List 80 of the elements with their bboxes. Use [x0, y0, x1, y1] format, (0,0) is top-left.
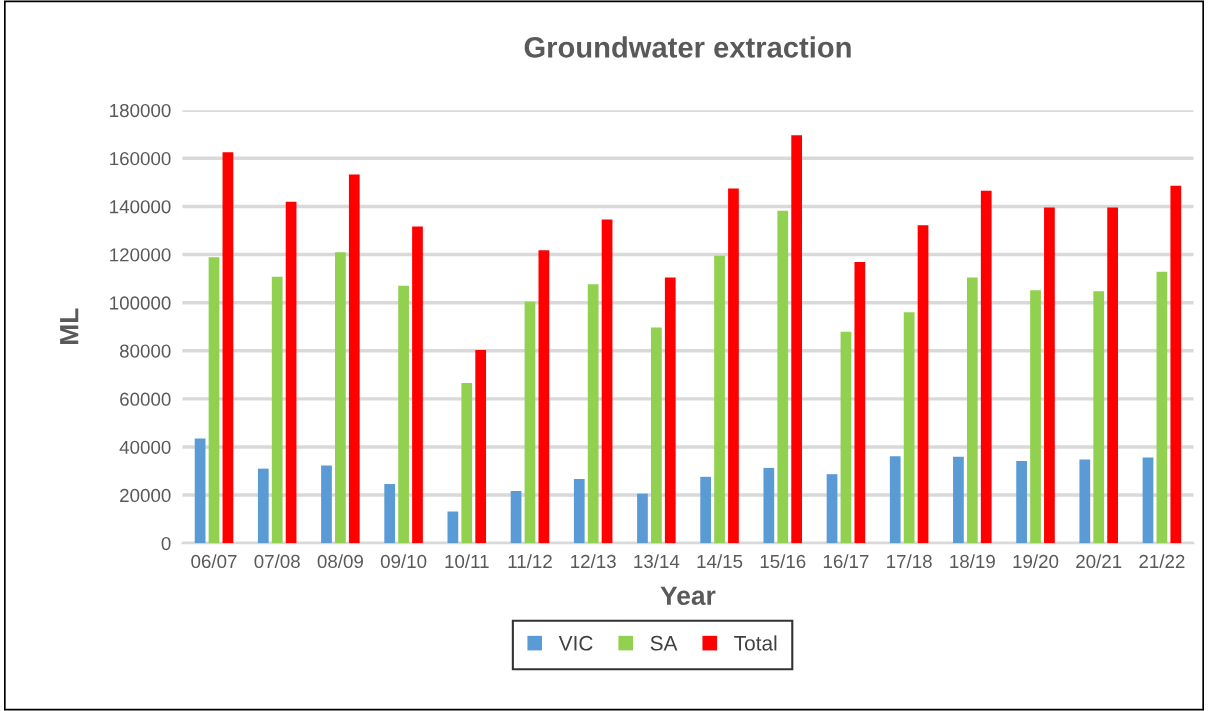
bar	[208, 257, 220, 544]
bar	[285, 201, 297, 544]
chart-title: Groundwater extraction	[524, 36, 851, 58]
legend-label: SA	[650, 635, 678, 651]
y-tick-label: 60000	[120, 392, 171, 406]
bar	[573, 478, 585, 544]
x-tick-label: 11/12	[508, 554, 552, 569]
y-tick-label: 180000	[110, 103, 171, 118]
bar	[700, 476, 712, 544]
bar	[222, 152, 234, 544]
x-tick-label: 10/11	[445, 554, 489, 569]
y-tick-label: 0	[161, 536, 171, 551]
bar	[917, 225, 929, 544]
bar	[966, 277, 978, 544]
x-tick-label: 12/13	[571, 554, 616, 569]
x-tick-label: 19/20	[1013, 554, 1059, 569]
y-tick-label: 20000	[120, 488, 171, 503]
y-tick-label: 80000	[119, 344, 171, 358]
bar	[791, 135, 803, 544]
bar	[1044, 207, 1055, 544]
bar	[889, 456, 901, 544]
x-tick-label: 13/14	[634, 554, 680, 569]
bar	[1093, 291, 1105, 544]
bar	[461, 382, 473, 544]
y-axis-title: ML	[60, 308, 79, 344]
legend-label: VIC	[558, 635, 593, 651]
bar	[1107, 207, 1118, 544]
bar	[840, 331, 852, 544]
bar	[650, 327, 662, 544]
y-tick-label: 40000	[119, 440, 171, 454]
bar	[384, 484, 396, 544]
x-tick-label: 15/16	[760, 554, 806, 569]
x-tick-label: 14/15	[697, 554, 743, 569]
legend-label: Total	[734, 635, 777, 651]
bar	[335, 252, 346, 544]
bar	[1142, 457, 1154, 544]
bar	[475, 350, 487, 544]
bar	[763, 467, 775, 544]
y-tick-label: 120000	[110, 248, 171, 262]
bar	[1079, 459, 1091, 544]
x-tick-label: 09/10	[380, 554, 427, 569]
bar	[854, 262, 866, 544]
y-tick-label: 140000	[110, 200, 171, 214]
bar	[714, 255, 725, 544]
x-tick-label: 20/21	[1076, 554, 1122, 569]
bar	[447, 511, 459, 544]
bar	[398, 285, 409, 544]
bar	[412, 226, 423, 544]
bar	[1030, 290, 1041, 544]
bar	[664, 277, 676, 544]
y-tick-label: 160000	[110, 152, 171, 166]
bar	[538, 250, 550, 544]
bar	[257, 468, 269, 544]
bar	[510, 491, 522, 544]
bar	[953, 456, 964, 544]
x-tick-label: 08/09	[317, 554, 363, 569]
bar	[1016, 460, 1027, 544]
x-tick-label: 07/08	[254, 554, 300, 569]
bar	[777, 210, 789, 544]
x-tick-label: 16/17	[823, 554, 869, 569]
bar	[348, 174, 360, 544]
x-tick-label: 21/22	[1139, 554, 1185, 569]
bar	[601, 219, 613, 544]
x-axis-title: Year	[660, 586, 716, 606]
x-tick-label: 06/07	[191, 554, 237, 569]
y-tick-label: 100000	[110, 296, 171, 310]
bar	[321, 465, 332, 544]
bar	[1170, 185, 1182, 544]
x-tick-label: 17/18	[887, 554, 932, 569]
bar	[728, 188, 739, 544]
bar	[826, 474, 838, 544]
bar	[1156, 271, 1168, 544]
bar	[587, 284, 599, 544]
bar	[637, 493, 648, 544]
x-tick-label: 18/19	[950, 554, 995, 569]
bar	[194, 438, 206, 544]
bar	[271, 276, 283, 544]
bar	[903, 312, 915, 544]
bar	[980, 190, 992, 544]
bar	[524, 301, 536, 544]
